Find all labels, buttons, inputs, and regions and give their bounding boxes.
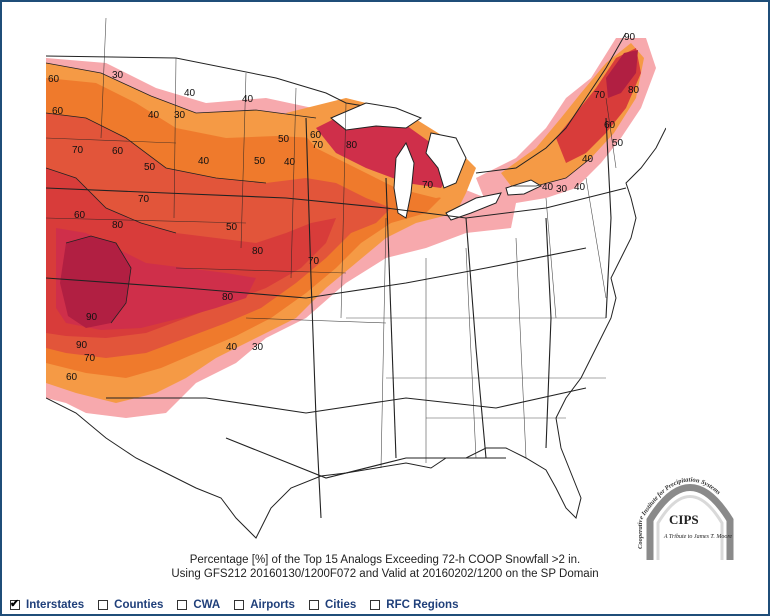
contour-label: 80 (346, 140, 358, 151)
contour-lines (46, 62, 592, 324)
caption-line-2: Using GFS212 20160130/1200F072 and Valid… (171, 568, 599, 580)
contour-label: 70 (422, 180, 434, 191)
counties-checkbox[interactable] (98, 600, 109, 610)
logo-name: CIPS (669, 512, 699, 527)
contour-label: 60 (74, 210, 86, 221)
contour-label: 70 (84, 353, 96, 364)
contour-label: 60 (48, 74, 60, 85)
contour-label: 60 (310, 130, 322, 141)
interstate-lines (46, 117, 627, 519)
contour-label: 50 (278, 134, 290, 145)
layer-toggle-bar: Interstates Counties CWA Airports Cities… (10, 596, 472, 614)
contour-label: 90 (624, 32, 636, 43)
state-boundaries (46, 18, 617, 469)
interstates-checkbox[interactable] (10, 597, 20, 610)
contour-label: 90 (76, 340, 88, 351)
airports-checkbox[interactable] (234, 600, 245, 610)
layer-label: CWA (193, 599, 221, 611)
cwa-checkbox[interactable] (177, 600, 188, 610)
map-caption: Percentage [%] of the Top 15 Analogs Exc… (0, 553, 770, 581)
contour-label: 40 (582, 154, 594, 165)
rfc-regions-checkbox[interactable] (370, 600, 381, 610)
layer-toggle-cwa[interactable]: CWA (177, 599, 220, 611)
contour-label: 70 (312, 140, 324, 151)
layer-label: Interstates (26, 599, 85, 611)
contour-label: 50 (612, 138, 624, 149)
contour-label: 80 (628, 85, 640, 96)
contour-label: 80 (252, 246, 264, 257)
snowfall-map: 60 30 60 40 40 30 40 70 60 50 40 50 40 5… (46, 18, 666, 539)
layer-toggle-counties[interactable]: Counties (98, 599, 163, 611)
lake-superior (330, 102, 423, 131)
lake-huron (425, 132, 467, 189)
layer-toggle-rfc-regions[interactable]: RFC Regions (370, 599, 458, 611)
contour-label: 50 (226, 222, 238, 233)
contour-label: 60 (52, 106, 64, 117)
coastline (46, 127, 666, 539)
logo-tribute: A Tribute to James T. Moore (663, 534, 733, 540)
canada-border (46, 32, 627, 174)
layer-label: Airports (250, 599, 295, 611)
contour-label: 50 (144, 162, 156, 173)
lake-erie (445, 192, 502, 221)
layer-label: Counties (114, 599, 164, 611)
contour-label: 30 (252, 342, 264, 353)
layer-toggle-cities[interactable]: Cities (308, 599, 357, 611)
lake-ontario (505, 179, 543, 196)
cities-checkbox[interactable] (308, 600, 319, 610)
lake-michigan (393, 141, 415, 219)
caption-line-1: Percentage [%] of the Top 15 Analogs Exc… (189, 554, 581, 566)
contour-labels: 60 30 60 40 40 30 40 70 60 50 40 50 40 5… (48, 32, 640, 383)
contour-label: 50 (254, 156, 266, 167)
contour-label: 70 (308, 256, 320, 267)
contour-label: 70 (138, 194, 150, 205)
contour-label: 40 (184, 88, 196, 99)
contour-label: 60 (66, 372, 78, 383)
layer-label: RFC Regions (386, 599, 459, 611)
contour-label: 30 (174, 110, 186, 121)
layer-label: Cities (324, 599, 357, 611)
contour-label: 40 (284, 157, 296, 168)
contour-label: 70 (594, 90, 606, 101)
contour-label: 30 (112, 70, 124, 81)
contour-label: 80 (112, 220, 124, 231)
layer-toggle-interstates[interactable]: Interstates (10, 597, 85, 611)
contour-label: 90 (86, 312, 98, 323)
contour-label: 70 (72, 145, 84, 156)
contour-label: 60 (604, 120, 616, 131)
cips-logo: Cooperative Institute for Precipitation … (637, 476, 734, 560)
contour-label: 40 (226, 342, 238, 353)
contour-label: 60 (112, 146, 124, 157)
contour-label: 40 (148, 110, 160, 121)
contour-label: 40 (242, 94, 254, 105)
contour-label: 40 (542, 182, 554, 193)
contour-label: 40 (574, 182, 586, 193)
region-ne-pct90 (606, 50, 638, 98)
contour-label: 80 (222, 292, 234, 303)
contour-label: 40 (198, 156, 210, 167)
layer-toggle-airports[interactable]: Airports (234, 599, 295, 611)
contour-label: 30 (556, 184, 568, 195)
